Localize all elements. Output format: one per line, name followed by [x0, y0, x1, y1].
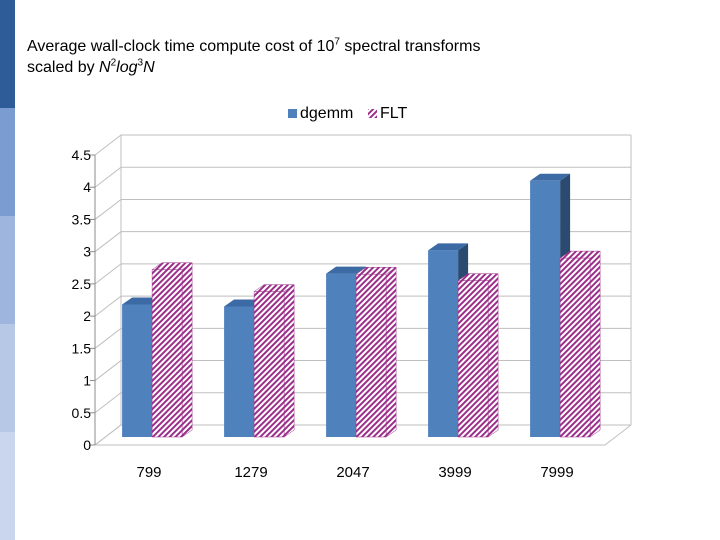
chart-floor-front — [95, 424, 632, 446]
gridline — [94, 166, 631, 188]
slide-side-stripe — [0, 0, 15, 540]
y-tick-label: 2 — [83, 308, 91, 324]
legend-swatch-dgemm — [288, 109, 297, 118]
chart-title-line-1: Average wall-clock time compute cost of … — [27, 36, 481, 55]
bar-flt-3999 — [457, 273, 499, 438]
chart-bars — [122, 173, 601, 438]
y-tick-label: 4.5 — [72, 147, 92, 163]
legend-label-dgemm: dgemm — [300, 105, 353, 122]
stripe-segment-2 — [0, 108, 15, 216]
x-tick-label: 7999 — [540, 464, 573, 481]
bar-flt-2047 — [355, 266, 397, 438]
bar-flt-799 — [151, 262, 193, 438]
x-tick-label: 3999 — [438, 464, 471, 481]
gridline — [94, 134, 631, 156]
gridline — [94, 198, 631, 220]
bar-flt-7999 — [559, 250, 601, 438]
x-axis-ticks: 799 1279 2047 3999 7999 — [136, 464, 573, 481]
legend-label-flt: FLT — [380, 105, 407, 122]
y-tick-label: 1 — [83, 373, 91, 389]
chart-legend: dgemm FLT — [288, 105, 407, 122]
x-tick-label: 799 — [136, 464, 161, 481]
legend-swatch-flt — [368, 109, 377, 118]
stripe-segment-4 — [0, 324, 15, 432]
stripe-segment-5 — [0, 432, 15, 540]
stripe-segment-3 — [0, 216, 15, 324]
y-tick-label: 1.5 — [72, 340, 92, 356]
x-tick-label: 2047 — [336, 464, 369, 481]
stripe-segment-1 — [0, 0, 15, 108]
chart-title-line-2: scaled by N2log3N — [27, 57, 155, 76]
y-tick-label: 3 — [83, 244, 91, 260]
y-tick-label: 0.5 — [72, 405, 92, 421]
y-tick-label: 4 — [83, 179, 91, 195]
y-tick-label: 0 — [83, 437, 91, 453]
bar-flt-1279 — [253, 284, 295, 438]
chart-title: Average wall-clock time compute cost of … — [27, 36, 627, 78]
y-axis-ticks: 0 0.5 1 1.5 2 2.5 3 3.5 4 4.5 — [72, 147, 95, 453]
gridline — [94, 231, 631, 253]
y-tick-label: 2.5 — [72, 276, 92, 292]
y-tick-label: 3.5 — [72, 211, 92, 227]
x-tick-label: 1279 — [234, 464, 267, 481]
